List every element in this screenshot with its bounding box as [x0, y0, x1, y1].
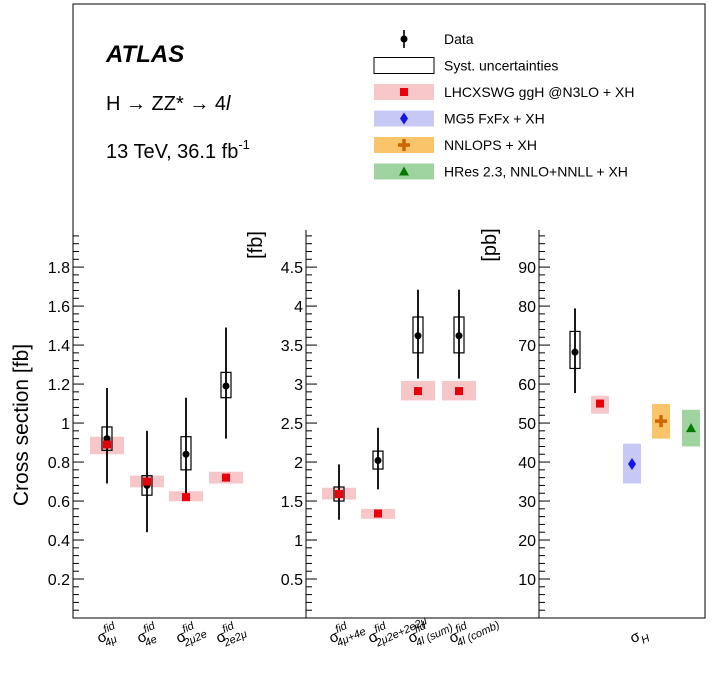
y-tick-label: 2.5: [281, 416, 303, 433]
y-tick-label: 1.2: [48, 377, 70, 394]
prediction-marker: [414, 387, 422, 396]
chart-marks: 0.2 0.4 0.6 0.8 1 1.2 1.4 1.6 1.8 σfid4μ σfid4e σfi…: [48, 232, 700, 652]
y-tick-label: 80: [518, 299, 536, 316]
panel2-unit: [fb]: [245, 231, 267, 259]
legend-label: Data: [444, 31, 474, 47]
y-tick-label: 3: [294, 377, 303, 394]
syst-uncertainty-box: [412, 316, 424, 354]
y-tick-label: 0.2: [48, 572, 70, 589]
prediction-marker: [374, 509, 382, 518]
prediction-marker: [686, 423, 696, 433]
process-label: H → ZZ* → 4l: [106, 93, 231, 115]
legend-syst-box: [373, 57, 435, 74]
y-tick-label: 0.4: [48, 533, 70, 550]
data-point: [414, 332, 422, 340]
x-category-label: σfid4μ+4e: [325, 614, 368, 652]
y-tick-label: 70: [518, 338, 536, 355]
y-tick-label: 1.6: [48, 299, 70, 316]
legend-entry: LHCXSWG ggH @N3LO + XH: [374, 84, 634, 100]
legend-entry: NNLOPS + XH: [374, 137, 537, 153]
process-text: H → ZZ* → 4: [106, 93, 226, 115]
syst-uncertainty-box: [141, 475, 153, 496]
y-tick-label: 20: [518, 533, 536, 550]
prediction-marker: [655, 415, 667, 428]
prediction-marker: [103, 440, 111, 449]
legend-label: Syst. uncertainties: [444, 58, 558, 74]
energy-lumi-text: 13 TeV, 36.1 fb: [106, 141, 238, 163]
syst-uncertainty-box: [569, 330, 581, 370]
y-tick-label: 1.5: [281, 494, 303, 511]
y-tick-label: 0.5: [281, 572, 303, 589]
y-tick-label: 1.8: [48, 260, 70, 277]
syst-uncertainty-box: [372, 450, 384, 470]
prediction-marker: [222, 473, 230, 482]
y-tick-label: 2: [294, 455, 303, 472]
data-point: [455, 332, 463, 340]
data-point: [374, 456, 382, 464]
y-tick-label: 30: [518, 494, 536, 511]
legend-label: HRes 2.3, NNLO+NNLL + XH: [444, 164, 628, 180]
prediction-marker: [628, 457, 636, 470]
y-tick-label: 4: [294, 299, 303, 316]
y-tick-label: 1: [61, 416, 70, 433]
syst-uncertainty-box: [453, 316, 465, 354]
data-point: [571, 348, 579, 356]
panel3-unit: [pb]: [479, 228, 501, 261]
prediction-marker: [455, 387, 463, 396]
legend-marker: [398, 139, 410, 151]
syst-uncertainty-box: [180, 436, 192, 471]
legend-entry: MG5 FxFx + XH: [374, 110, 545, 127]
legend-entry: Data: [400, 30, 474, 48]
y-tick-label: 50: [518, 416, 536, 433]
y-axis-label: Cross section [fb]: [10, 344, 33, 506]
prediction-marker: [596, 399, 604, 408]
panel-1: 0.2 0.4 0.6 0.8 1 1.2 1.4 1.6 1.8 σfid4μ σfid4e σfi…: [48, 232, 249, 652]
legend-label: NNLOPS + XH: [444, 137, 537, 153]
category-subscript: 4e: [143, 633, 159, 649]
legend-entry: Syst. uncertainties: [373, 57, 558, 74]
prediction-marker: [143, 477, 151, 486]
legend-marker: [400, 88, 408, 96]
prediction-marker: [335, 490, 343, 499]
legend-data-marker: [400, 35, 408, 43]
prediction-marker: [182, 493, 190, 502]
y-tick-label: 3.5: [281, 338, 303, 355]
x-category-label: σfid4l (comb): [445, 607, 502, 651]
syst-uncertainty-box: [101, 426, 113, 451]
lumi-exponent: -1: [238, 137, 250, 152]
legend-entry: HRes 2.3, NNLO+NNLL + XH: [374, 163, 628, 180]
legend-marker: [399, 166, 409, 176]
y-tick-label: 1: [294, 533, 303, 550]
y-tick-label: 1.4: [48, 338, 70, 355]
y-tick-label: 4.5: [281, 260, 303, 277]
y-tick-label: 40: [518, 455, 536, 472]
legend-label: LHCXSWG ggH @N3LO + XH: [444, 84, 634, 100]
data-point: [222, 382, 230, 390]
legend: Data Syst. uncertainties LHCXSWG ggH @N3LO…: [373, 30, 634, 180]
legend-label: MG5 FxFx + XH: [444, 111, 545, 127]
x-category-label: σfid4e: [133, 620, 163, 652]
data-point: [103, 435, 111, 443]
energy-lumi-label: 13 TeV, 36.1 fb-1: [106, 137, 250, 163]
x-category-label: σfid4μ: [93, 620, 123, 652]
legend-marker: [400, 112, 408, 125]
experiment-label: ATLAS: [105, 41, 184, 68]
y-tick-label: 90: [518, 260, 536, 277]
panel-3: 10 20 30 40 50 60 70 80 90 σH: [518, 232, 700, 650]
process-lepton: l: [226, 93, 231, 115]
y-tick-label: 60: [518, 377, 536, 394]
panel-2: 0.511.522.533.544.5σfid4μ+4eσfid2μ2e+2e2…: [281, 232, 502, 652]
category-subscript: 4μ: [103, 633, 119, 649]
y-tick-label: 0.6: [48, 494, 70, 511]
data-point: [182, 450, 190, 458]
y-tick-label: 0.8: [48, 455, 70, 472]
x-category-label: σfid2e2μ: [212, 617, 249, 652]
x-category-label: σH: [627, 624, 652, 650]
syst-uncertainty-box: [220, 371, 232, 399]
category-subscript: H: [639, 632, 651, 646]
syst-uncertainty-box: [333, 486, 345, 502]
x-category-label: σfid2μ2e: [172, 617, 209, 652]
y-tick-label: 10: [518, 572, 536, 589]
